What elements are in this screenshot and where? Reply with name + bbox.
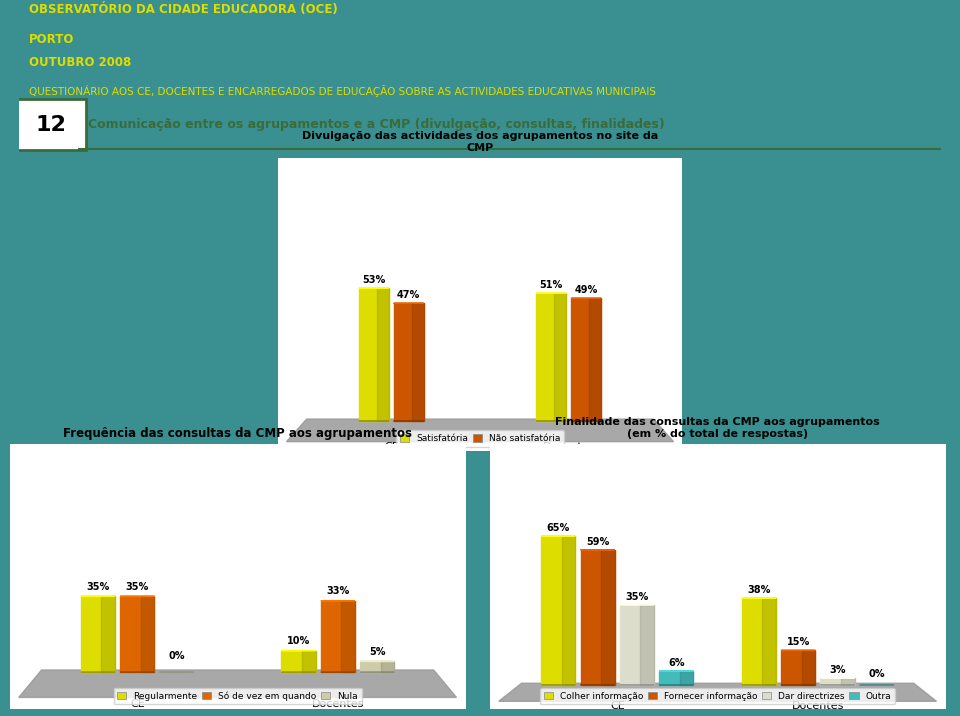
Bar — [377, 289, 389, 421]
Text: 12: 12 — [36, 115, 66, 135]
Bar — [141, 596, 155, 672]
Bar — [660, 671, 693, 684]
Bar — [821, 678, 854, 684]
Bar — [321, 601, 355, 672]
Text: Comunicação entre os agrupamentos e a CMP (divulgação, consultas, finalidades): Comunicação entre os agrupamentos e a CM… — [88, 118, 665, 131]
Bar — [302, 651, 316, 672]
Bar — [802, 650, 815, 684]
Title: Divulgação das actividades dos agrupamentos no site da
CMP: Divulgação das actividades dos agrupamen… — [301, 131, 659, 153]
Text: 33%: 33% — [326, 586, 349, 596]
Legend: Colher informação, Fornecer informação, Dar directrizes, Outra: Colher informação, Fornecer informação, … — [540, 688, 895, 705]
Text: 15%: 15% — [786, 637, 810, 647]
Text: CE: CE — [384, 442, 398, 453]
Bar — [742, 598, 776, 684]
Polygon shape — [19, 670, 457, 697]
Bar — [120, 596, 155, 672]
Bar — [342, 601, 355, 672]
Polygon shape — [499, 683, 937, 701]
Bar — [394, 304, 423, 421]
Bar — [589, 299, 601, 421]
Text: Docentes: Docentes — [312, 700, 364, 710]
Text: 51%: 51% — [540, 279, 563, 289]
Bar — [360, 662, 395, 672]
Bar — [541, 536, 575, 684]
Bar — [537, 294, 566, 421]
Text: OUTUBRO 2008: OUTUBRO 2008 — [29, 56, 132, 69]
Text: 53%: 53% — [362, 274, 386, 284]
Bar — [102, 596, 115, 672]
Text: 10%: 10% — [287, 636, 310, 646]
Bar — [281, 651, 316, 672]
Bar — [781, 650, 815, 684]
Text: PORTO: PORTO — [29, 33, 74, 46]
Text: Docentes: Docentes — [542, 442, 595, 453]
Bar — [680, 671, 693, 684]
Text: 35%: 35% — [126, 582, 149, 592]
Bar — [581, 550, 614, 684]
Text: 35%: 35% — [625, 591, 649, 601]
Text: Docentes: Docentes — [792, 701, 844, 711]
Text: 59%: 59% — [586, 537, 610, 547]
Bar — [562, 536, 575, 684]
Text: OBSERVATÓRIO DA CIDADE EDUCADORA (OCE): OBSERVATÓRIO DA CIDADE EDUCADORA (OCE) — [29, 3, 338, 16]
Text: CE: CE — [130, 700, 145, 710]
Bar — [81, 596, 115, 672]
Bar — [620, 605, 654, 684]
Legend: Satisfatória, Não satisfatória: Satisfatória, Não satisfatória — [396, 430, 564, 447]
Bar — [640, 605, 654, 684]
Text: 49%: 49% — [574, 284, 598, 294]
FancyBboxPatch shape — [14, 100, 86, 150]
Bar — [841, 678, 854, 684]
Text: 35%: 35% — [86, 582, 109, 592]
Text: QUESTIONÁRIO AOS CE, DOCENTES E ENCARREGADOS DE EDUCAÇÃO SOBRE AS ACTIVIDADES ED: QUESTIONÁRIO AOS CE, DOCENTES E ENCARREG… — [29, 85, 656, 97]
Text: 5%: 5% — [369, 647, 386, 657]
Title: Finalidade das consultas da CMP aos agrupamentos
(em % do total de respostas): Finalidade das consultas da CMP aos agru… — [555, 417, 880, 439]
Bar — [554, 294, 566, 421]
Legend: Regularmente, Só de vez em quando, Nula: Regularmente, Só de vez em quando, Nula — [113, 687, 362, 705]
Text: 0%: 0% — [168, 652, 185, 662]
Text: 0%: 0% — [869, 669, 885, 679]
Bar — [359, 289, 389, 421]
Bar — [762, 598, 776, 684]
Bar — [381, 662, 395, 672]
Text: 47%: 47% — [397, 289, 420, 299]
Text: 6%: 6% — [668, 658, 684, 668]
Text: CE: CE — [610, 701, 625, 711]
Polygon shape — [286, 419, 674, 442]
Text: 65%: 65% — [546, 523, 570, 533]
Bar — [412, 304, 423, 421]
Bar — [571, 299, 601, 421]
Bar — [601, 550, 614, 684]
Text: 3%: 3% — [829, 665, 846, 675]
Title: Frequência das consultas da CMP aos agrupamentos: Frequência das consultas da CMP aos agru… — [63, 427, 412, 440]
Text: 38%: 38% — [747, 585, 771, 595]
